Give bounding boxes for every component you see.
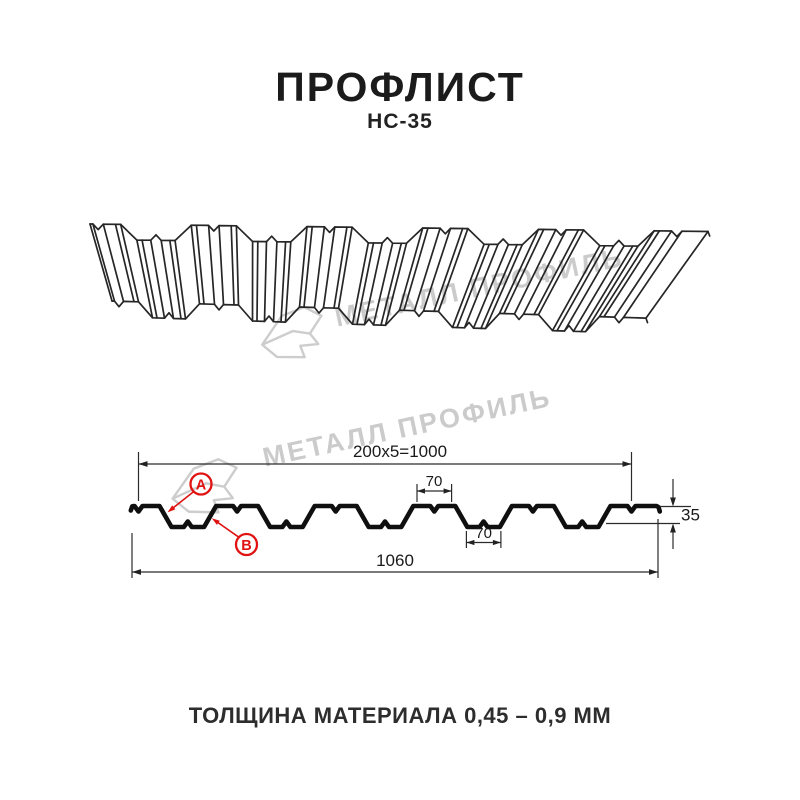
profile-3d-view (89, 223, 711, 333)
callout-b-label: B (241, 538, 251, 554)
dim-label-height-35: 35 (681, 506, 700, 525)
page-title: ПРОФЛИСТ (275, 64, 525, 110)
product-code: НС-35 (367, 110, 433, 133)
dim-label-width-1060: 1060 (376, 551, 414, 570)
callout-graphics (167, 472, 259, 557)
dim-label-rib-top-70: 70 (426, 473, 443, 490)
callout-a-label: A (196, 478, 207, 494)
metall-profil-logo-icon (260, 305, 323, 359)
dim-label-total-1000: 200x5=1000 (353, 442, 447, 461)
cross-section-view (128, 452, 691, 578)
dim-label-rib-bottom-70: 70 (475, 525, 492, 542)
material-thickness-note: ТОЛЩИНА МАТЕРИАЛА 0,45 – 0,9 ММ (188, 703, 612, 728)
